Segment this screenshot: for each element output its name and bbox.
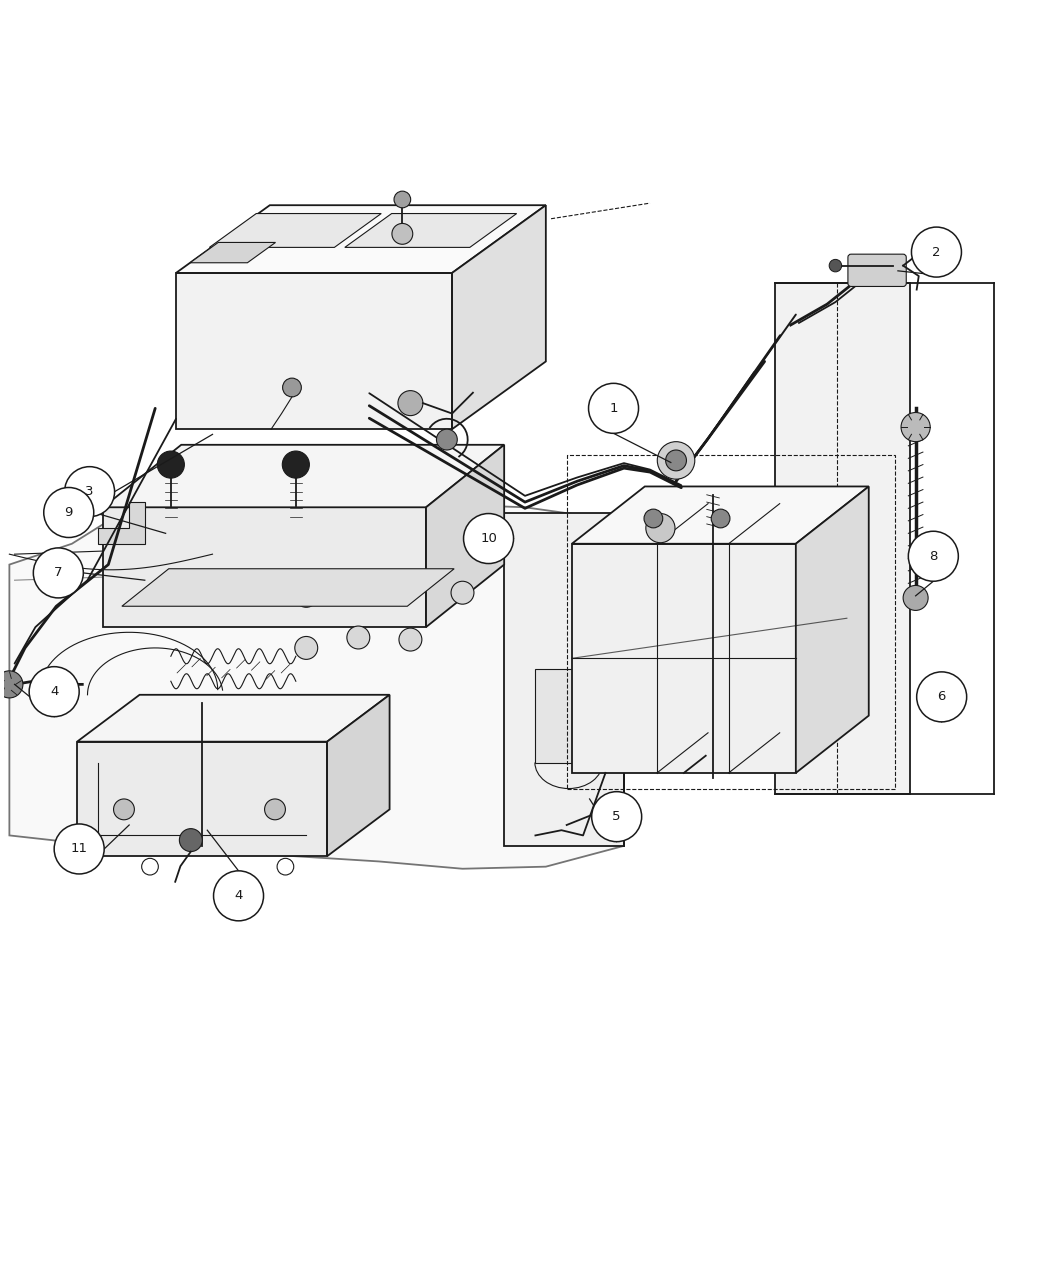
- Polygon shape: [77, 695, 390, 742]
- Bar: [567, 455, 895, 788]
- Text: 11: 11: [70, 843, 87, 856]
- Polygon shape: [209, 213, 381, 247]
- Circle shape: [901, 413, 930, 441]
- Bar: [536, 669, 603, 762]
- Circle shape: [394, 191, 411, 208]
- Circle shape: [666, 450, 687, 470]
- Text: 4: 4: [234, 890, 243, 903]
- Circle shape: [295, 584, 318, 607]
- Circle shape: [265, 799, 286, 820]
- Polygon shape: [775, 283, 910, 794]
- Text: 7: 7: [55, 566, 63, 579]
- Polygon shape: [122, 569, 455, 606]
- Polygon shape: [504, 513, 624, 845]
- Circle shape: [437, 430, 458, 450]
- Circle shape: [908, 532, 959, 581]
- Circle shape: [346, 626, 370, 649]
- Circle shape: [34, 548, 83, 598]
- Text: 10: 10: [480, 532, 497, 544]
- Polygon shape: [176, 273, 453, 430]
- Polygon shape: [453, 205, 546, 430]
- Text: 8: 8: [929, 550, 938, 562]
- Polygon shape: [9, 504, 624, 868]
- Circle shape: [591, 792, 642, 842]
- Circle shape: [0, 671, 23, 697]
- Polygon shape: [103, 507, 426, 627]
- Polygon shape: [572, 487, 868, 543]
- Polygon shape: [796, 487, 868, 773]
- Circle shape: [399, 629, 422, 652]
- Polygon shape: [190, 242, 275, 263]
- Circle shape: [29, 667, 79, 717]
- Polygon shape: [77, 742, 328, 857]
- Polygon shape: [426, 445, 504, 627]
- Text: 1: 1: [609, 402, 617, 414]
- Polygon shape: [103, 445, 504, 507]
- Circle shape: [282, 451, 310, 478]
- Circle shape: [113, 799, 134, 820]
- Circle shape: [711, 509, 730, 528]
- Text: 4: 4: [50, 685, 59, 699]
- Circle shape: [452, 581, 474, 604]
- Circle shape: [399, 576, 422, 599]
- Circle shape: [646, 514, 675, 543]
- Circle shape: [346, 574, 370, 597]
- Text: 9: 9: [64, 506, 72, 519]
- Polygon shape: [98, 502, 145, 543]
- Circle shape: [830, 259, 842, 272]
- Circle shape: [44, 487, 93, 538]
- Text: 5: 5: [612, 810, 621, 824]
- Circle shape: [903, 585, 928, 611]
- Circle shape: [213, 871, 264, 921]
- Circle shape: [589, 384, 638, 434]
- Circle shape: [911, 227, 962, 277]
- Text: 6: 6: [938, 690, 946, 704]
- Circle shape: [295, 636, 318, 659]
- Circle shape: [282, 379, 301, 397]
- Circle shape: [392, 223, 413, 245]
- Polygon shape: [572, 543, 796, 773]
- Polygon shape: [328, 695, 390, 857]
- Circle shape: [917, 672, 967, 722]
- Polygon shape: [176, 205, 546, 273]
- Polygon shape: [344, 213, 517, 247]
- Circle shape: [398, 390, 423, 416]
- Circle shape: [55, 824, 104, 873]
- Circle shape: [657, 441, 695, 479]
- Circle shape: [644, 509, 663, 528]
- Text: 3: 3: [85, 486, 93, 499]
- Circle shape: [158, 451, 185, 478]
- Circle shape: [463, 514, 513, 564]
- Circle shape: [180, 829, 203, 852]
- Circle shape: [65, 467, 114, 516]
- Text: 2: 2: [932, 246, 941, 259]
- FancyBboxPatch shape: [848, 254, 906, 287]
